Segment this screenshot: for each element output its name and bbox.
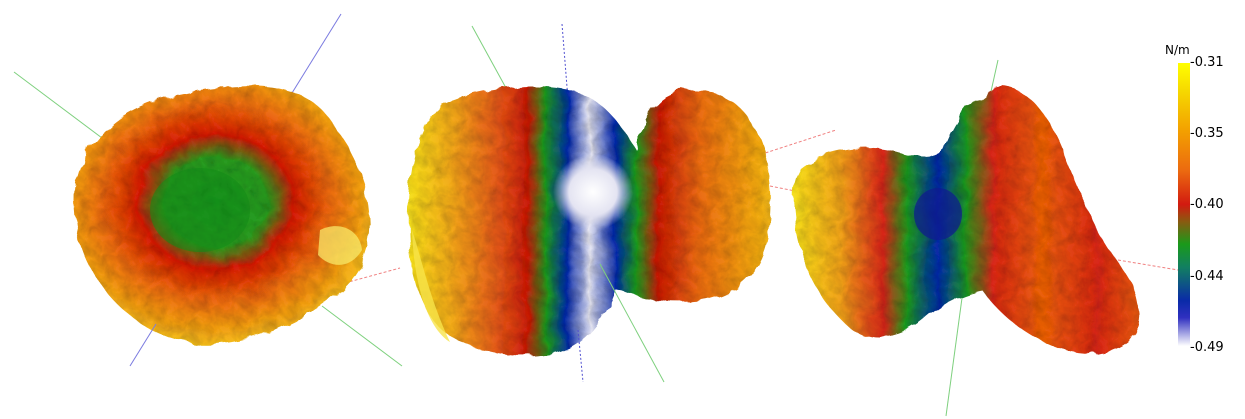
axis-line-red-right [1117, 259, 1179, 271]
blue-low-patch [914, 188, 962, 240]
comet-nucleus-right [792, 86, 1140, 354]
colorbar-tick-label: -0.44 [1190, 269, 1224, 284]
colorbar-tick-label: -0.31 [1190, 55, 1224, 70]
white-saturation-patch [553, 154, 633, 230]
comet-view-left [13, 13, 403, 367]
colorbar-tick-label: -0.40 [1190, 197, 1224, 212]
yellow-rim-left [412, 230, 450, 342]
axis-line-red [344, 267, 401, 284]
colorbar-gradient [1178, 63, 1190, 346]
axis-line-green [471, 25, 507, 89]
bright-yellow-edge [318, 226, 362, 265]
comet-view-middle [407, 23, 837, 383]
crater-shade [150, 168, 250, 252]
axis-line-green-lower [599, 263, 665, 383]
axis-line-blue-lower [577, 329, 584, 383]
axis-line-green-lower [945, 297, 963, 417]
axis-line-blue-lower [129, 323, 157, 367]
comet-view-right [769, 59, 1179, 417]
axis-line-green-lower [321, 305, 403, 367]
colorbar-tick-label: -0.49 [1190, 340, 1224, 355]
axis-line-blue [291, 13, 342, 94]
colorbar-unit-label: N/m [1165, 43, 1190, 57]
colorbar-tick-label: -0.35 [1190, 126, 1224, 141]
axis-line-red [755, 129, 837, 157]
